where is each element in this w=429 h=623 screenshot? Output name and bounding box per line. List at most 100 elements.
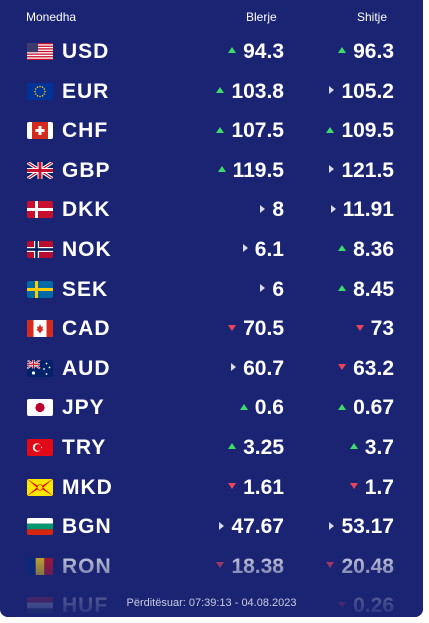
page-edge	[423, 0, 429, 623]
trend-up-icon	[228, 47, 237, 54]
trend-up-icon	[216, 126, 225, 133]
buy-rate: 1.61	[228, 476, 284, 500]
buy-rate: 3.25	[228, 436, 284, 460]
sell-rate-value: 20.48	[341, 554, 394, 578]
trend-up-icon	[338, 47, 347, 54]
currency-code: EUR	[62, 79, 110, 103]
sell-rate-value: 1.7	[364, 475, 394, 499]
trend-up-icon	[326, 126, 335, 133]
sell-rate-value: 63.2	[353, 356, 394, 380]
sell-rate-value: 73	[370, 317, 394, 341]
buy-rate: 6.1	[242, 238, 284, 262]
se-flag-icon	[27, 280, 53, 298]
sell-rate: 1.7	[349, 475, 394, 500]
currency-column-header: Monedha	[26, 10, 77, 24]
last-updated-text: Përditësuar: 07:39:13 - 04.08.2023	[126, 597, 297, 609]
sell-rate-value: 121.5	[341, 158, 394, 182]
buy-rate-value: 103.8	[231, 79, 284, 103]
rate-row-mkd: MKD 1.61 1.7	[0, 469, 423, 508]
mk-flag-icon	[27, 478, 53, 496]
sell-rate-value: 3.7	[364, 436, 394, 459]
trend-up-icon	[338, 403, 347, 410]
currency-code: DKK	[62, 198, 111, 222]
sell-rate-value: 11.91	[342, 198, 394, 222]
sell-rate: 96.3	[338, 40, 394, 64]
currency-code: USD	[62, 40, 110, 63]
eu-flag-icon	[27, 82, 53, 100]
trend-down-icon	[338, 364, 347, 371]
trend-up-icon	[217, 166, 226, 173]
sell-rate: 8.36	[338, 238, 394, 262]
currency-code: CAD	[62, 317, 111, 341]
sell-rate: 0.67	[338, 396, 394, 420]
buy-rate: 103.8	[216, 80, 284, 104]
no-flag-icon	[27, 241, 53, 258]
buy-rate: 6	[260, 278, 284, 302]
rate-row-jpy: JPY 0.6 0.67	[0, 389, 423, 428]
sell-rate: 105.2	[329, 80, 394, 104]
currency-code: TRY	[62, 436, 107, 459]
currency-code: NOK	[62, 238, 112, 261]
buy-rate: 18.38	[216, 555, 284, 579]
au-flag-icon	[27, 359, 53, 377]
sell-rate-value: 96.3	[353, 40, 394, 63]
buy-rate: 60.7	[231, 357, 284, 381]
sell-rate: 3.7	[349, 436, 394, 460]
currency-code: GBP	[62, 158, 111, 182]
us-flag-icon	[27, 43, 53, 60]
buy-rate: 94.3	[228, 40, 284, 64]
buy-rate: 119.5	[217, 159, 284, 183]
jp-flag-icon	[27, 399, 53, 417]
rate-row-nok: NOK 6.1 8.36	[0, 231, 423, 270]
trend-up-icon	[216, 87, 225, 94]
rate-row-dkk: DKK 8 11.91	[0, 191, 423, 230]
trend-same-icon	[219, 521, 225, 530]
buy-rate: 107.5	[216, 119, 284, 143]
buy-rate-value: 3.25	[243, 436, 284, 459]
rate-row-sek: SEK 6 8.45	[0, 271, 423, 310]
currency-code: RON	[62, 554, 112, 578]
rate-row-try: TRY 3.25 3.7	[0, 429, 423, 468]
currency-code: CHF	[62, 119, 109, 143]
trend-same-icon	[330, 204, 336, 213]
buy-rate: 8	[260, 198, 284, 222]
sell-rate-value: 53.17	[341, 515, 394, 539]
trend-down-icon	[355, 324, 364, 331]
trend-up-icon	[239, 403, 248, 410]
sell-rate: 73	[355, 317, 394, 341]
rate-row-gbp: GBP 119.5 121.5	[0, 152, 423, 191]
dk-flag-icon	[27, 201, 53, 219]
trend-down-icon	[228, 483, 237, 490]
sell-rate: 63.2	[338, 357, 394, 381]
exchange-rates-panel: Monedha Blerje Shitje USD 94.3 96.3 EUR 103.…	[0, 0, 423, 617]
currency-code: BGN	[62, 515, 112, 539]
trend-up-icon	[349, 443, 358, 450]
rate-row-chf: CHF 107.5 109.5	[0, 112, 423, 151]
tr-flag-icon	[27, 439, 53, 456]
sell-rate-value: 105.2	[341, 79, 394, 103]
buy-rate-value: 1.61	[243, 475, 284, 499]
rate-row-bgn: BGN 47.67 53.17	[0, 508, 423, 547]
ro-flag-icon	[27, 557, 53, 575]
trend-same-icon	[242, 244, 248, 253]
currency-code: MKD	[62, 475, 113, 499]
trend-same-icon	[231, 363, 237, 372]
buy-rate-value: 107.5	[231, 119, 284, 143]
sell-rate-value: 8.45	[353, 277, 394, 301]
currency-code: JPY	[62, 396, 105, 420]
trend-same-icon	[329, 86, 335, 95]
rate-row-usd: USD 94.3 96.3	[0, 33, 423, 72]
buy-rate-value: 18.38	[231, 554, 284, 578]
bg-flag-icon	[27, 518, 53, 536]
trend-down-icon	[326, 562, 335, 569]
currency-code: AUD	[62, 356, 111, 380]
trend-same-icon	[329, 521, 335, 530]
buy-rate-value: 70.5	[243, 317, 284, 341]
rate-row-aud: AUD 60.7 63.2	[0, 350, 423, 389]
buy-rate-value: 8	[272, 198, 284, 222]
sell-rate: 53.17	[329, 515, 394, 539]
sell-rate: 109.5	[326, 119, 394, 143]
table-header: Monedha Blerje Shitje	[0, 0, 423, 30]
sell-rate: 8.45	[338, 278, 394, 302]
buy-rate: 70.5	[228, 317, 284, 341]
